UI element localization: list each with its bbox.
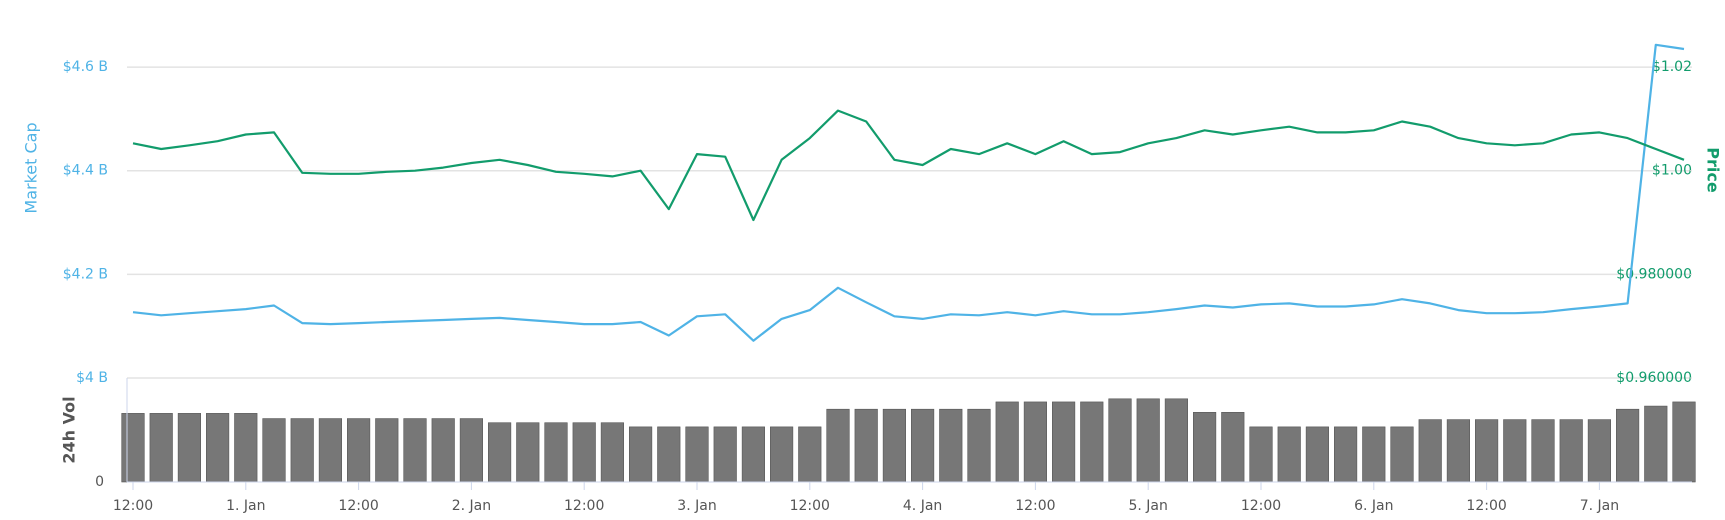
volume-bar xyxy=(911,408,935,483)
x-tick-label: 12:00 xyxy=(1241,498,1281,514)
volume-bar xyxy=(1362,426,1386,483)
y2-tick-label: $0.980000 xyxy=(1616,266,1692,282)
x-tick-label: 5. Jan xyxy=(1129,498,1168,514)
volume-bar xyxy=(826,408,850,483)
x-tick-label: 7. Jan xyxy=(1580,498,1619,514)
volume-bar xyxy=(854,408,878,483)
volume-bar xyxy=(572,422,596,483)
volume-bar xyxy=(1052,401,1076,483)
volume-bar xyxy=(1672,401,1696,483)
series-line xyxy=(132,43,1685,342)
x-tick-label: 12:00 xyxy=(1466,498,1506,514)
x-tick-label: 6. Jan xyxy=(1354,498,1393,514)
volume-bar xyxy=(149,413,173,483)
volume-bar xyxy=(403,418,427,483)
volume-bar xyxy=(1108,398,1132,483)
volume-bar xyxy=(1305,426,1329,483)
volume-bar xyxy=(1249,426,1273,483)
y-tick-label: $4 B xyxy=(76,370,108,386)
volume-bar xyxy=(544,422,568,483)
volume-bar xyxy=(1390,426,1414,483)
volume-bar xyxy=(770,426,794,483)
volume-bar xyxy=(1446,419,1470,483)
volume-bar xyxy=(431,418,455,483)
volume-bar xyxy=(629,426,653,483)
x-tick-label: 12:00 xyxy=(338,498,378,514)
volume-bar xyxy=(1531,419,1555,483)
x-tick-label: 12:00 xyxy=(113,498,153,514)
x-tick-label: 12:00 xyxy=(564,498,604,514)
volume-bar xyxy=(1136,398,1160,483)
volume-bar xyxy=(347,418,371,483)
y-tick-label: $4.2 B xyxy=(63,266,108,282)
volume-bar xyxy=(516,422,540,483)
volume-bar xyxy=(121,413,145,483)
x-tick-label: 12:00 xyxy=(790,498,830,514)
x-tick-label: 2. Jan xyxy=(452,498,491,514)
volume-bar xyxy=(488,422,512,483)
volume-axis-title: 24h Vol xyxy=(60,396,79,463)
y-tick-label: $4.4 B xyxy=(63,163,108,179)
volume-bar xyxy=(1503,419,1527,483)
volume-bar xyxy=(967,408,991,483)
volume-bar xyxy=(600,422,624,483)
volume-bar xyxy=(1221,412,1245,483)
volume-bar xyxy=(685,426,709,483)
volume-bar xyxy=(1418,419,1442,483)
volume-bar xyxy=(741,426,765,483)
volume-bar xyxy=(459,418,483,483)
x-tick-label: 3. Jan xyxy=(677,498,716,514)
volume-bar xyxy=(234,413,258,483)
volume-bar xyxy=(1559,419,1583,483)
volume-bar xyxy=(1616,408,1640,483)
volume-bar xyxy=(1164,398,1188,483)
volume-bar xyxy=(939,408,963,483)
volume-bar xyxy=(318,418,342,483)
volume-bar xyxy=(882,408,906,483)
y2-tick-label: $1.00 xyxy=(1652,163,1692,179)
volume-bar xyxy=(375,418,399,483)
y2-tick-label: $0.960000 xyxy=(1616,370,1692,386)
y2-axis-title: Price xyxy=(1704,147,1723,193)
volume-bar xyxy=(713,426,737,483)
volume-bar xyxy=(995,401,1019,483)
volume-bar xyxy=(1193,412,1217,483)
series-line xyxy=(132,109,1685,222)
volume-bar xyxy=(1334,426,1358,483)
x-tick-label: 4. Jan xyxy=(903,498,942,514)
volume-bar xyxy=(1644,405,1668,483)
volume-bar xyxy=(177,413,201,483)
y-axis-title: Market Cap xyxy=(22,122,41,213)
x-tick-label: 1. Jan xyxy=(226,498,265,514)
y2-tick-label: $1.02 xyxy=(1652,59,1692,75)
volume-bar xyxy=(1023,401,1047,483)
volume-bar xyxy=(798,426,822,483)
volume-bar xyxy=(1080,401,1104,483)
volume-tick-label: 0 xyxy=(95,474,104,490)
volume-bar xyxy=(1587,419,1611,483)
volume-bar xyxy=(290,418,314,483)
volume-bar xyxy=(206,413,230,483)
y-tick-label: $4.6 B xyxy=(63,59,108,75)
volume-bar xyxy=(657,426,681,483)
x-tick-label: 12:00 xyxy=(1015,498,1055,514)
volume-bar xyxy=(1277,426,1301,483)
volume-bar xyxy=(1475,419,1499,483)
volume-bar xyxy=(262,418,286,483)
